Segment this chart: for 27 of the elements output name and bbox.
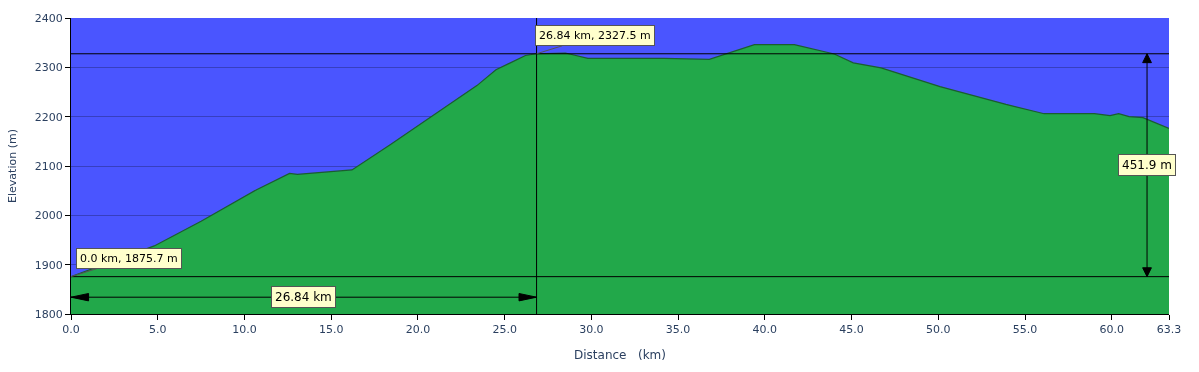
y-axis-title: Elevation (m) [6,129,20,203]
annotation: 26.84 km [275,290,332,304]
y-tick-label: 2000 [34,209,63,223]
y-tick-label: 1900 [34,258,63,272]
y-tick-label: 2400 [34,11,63,25]
x-tick-label: 55.0 [1012,323,1038,337]
annotation: 0.0 km, 1875.7 m [80,252,178,265]
annotation: 26.84 km, 2327.5 m [539,29,651,42]
x-tick-label: 50.0 [926,323,951,337]
y-tick-label: 1800 [34,307,63,321]
x-tick-label: 15.0 [318,323,344,337]
y-tick-label: 2200 [34,110,63,124]
x-tick-label: 25.0 [492,323,517,337]
x-tick-label: 60.0 [1099,323,1125,337]
x-tick-label: 63.3 [1156,323,1182,337]
x-tick-label: 40.0 [752,323,778,337]
x-tick-label: 45.0 [839,323,864,337]
x-tick-label: 20.0 [405,323,431,337]
x-tick-label: 5.0 [148,323,167,337]
annotation: 451.9 m [1122,158,1172,172]
x-tick-label: 10.0 [232,323,257,337]
y-tick-label: 2100 [34,159,63,173]
y-tick-label: 2300 [34,61,63,75]
x-tick-label: 35.0 [665,323,691,337]
x-axis-title: Distance (km) [574,348,666,363]
x-tick-label: 0.0 [62,323,80,337]
x-tick-label: 30.0 [579,323,604,337]
